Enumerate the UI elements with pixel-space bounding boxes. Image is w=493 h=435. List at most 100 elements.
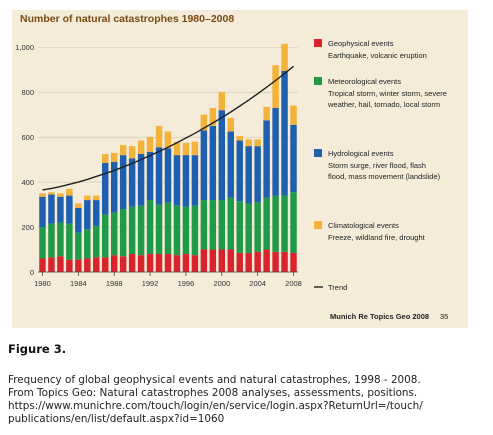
bar-segment — [272, 251, 279, 272]
bar-segment — [164, 148, 172, 203]
bar-segment — [66, 188, 73, 196]
bar-segment — [209, 107, 217, 126]
bar-segment — [200, 200, 208, 250]
bar-segment — [84, 195, 91, 201]
bar-segment — [84, 200, 91, 230]
trend-polyline — [42, 65, 294, 191]
caption-area: Figure 3. Frequency of global geophysica… — [8, 342, 486, 426]
bar-segment — [66, 195, 73, 224]
legend-swatch — [314, 221, 322, 229]
bar-segment — [263, 249, 270, 272]
y-tick-label: 1,000 — [15, 43, 34, 52]
y-tick-label: 400 — [21, 178, 34, 187]
y-axis-ticks: 0 200 400 600 800 1,000 — [15, 43, 34, 277]
bar-segment — [84, 229, 91, 259]
legend-swatch — [314, 77, 322, 85]
bar-segment — [119, 145, 127, 156]
bar-segment — [66, 259, 73, 272]
bar-segment — [272, 65, 279, 108]
trend-line — [42, 65, 294, 191]
bar-segment — [146, 200, 154, 255]
bar-segment — [164, 254, 172, 272]
bar-segment — [200, 114, 208, 131]
bar-segment — [119, 256, 127, 272]
bar-segment — [128, 206, 136, 255]
bar-segment — [75, 232, 82, 260]
bar-segment — [218, 110, 226, 201]
y-tick-label: 800 — [21, 88, 34, 97]
bar-segment — [66, 223, 73, 260]
bar-segment — [119, 155, 127, 210]
bar-segment — [245, 252, 252, 272]
bar-segment — [227, 131, 234, 198]
bar-segment — [263, 197, 270, 250]
bar-segment — [48, 192, 55, 195]
bar-segment — [245, 146, 252, 204]
chart-title: Number of natural catastrophes 1980–2008 — [20, 13, 234, 25]
legend: Geophysical events Earthquake, volcanic e… — [314, 39, 447, 292]
bar-segment — [110, 255, 118, 272]
bar-segment — [209, 125, 217, 201]
bar-segment — [84, 258, 91, 272]
bar-segment — [93, 225, 100, 258]
legend-series-description: Freeze, wildland fire, drought — [328, 233, 426, 242]
bars — [39, 43, 297, 272]
bar-segment — [102, 214, 109, 258]
bar-segment — [39, 258, 46, 272]
bar-segment — [236, 140, 243, 202]
bar-segment — [173, 255, 181, 272]
legend-trend-label: Trend — [328, 283, 347, 292]
bar-segment — [75, 203, 82, 208]
figure-label: Figure 3. — [8, 342, 67, 356]
bar-segment — [137, 255, 145, 272]
bar-segment — [102, 257, 109, 272]
bar-segment — [102, 154, 109, 163]
legend-series-description: weather, hail, tornado, local storm — [327, 100, 440, 109]
bar-segment — [227, 249, 234, 272]
bar-segment — [290, 192, 297, 253]
bar-segment — [191, 255, 199, 272]
bar-segment — [218, 92, 226, 111]
bar-segment — [281, 195, 288, 252]
bar-segment — [218, 200, 226, 250]
bar-segment — [182, 254, 190, 272]
bar-segment — [191, 205, 199, 256]
bar-segment — [93, 257, 100, 272]
bar-segment — [93, 195, 100, 201]
bar-segment — [173, 205, 181, 256]
bar-segment — [236, 252, 243, 272]
y-tick-label: 600 — [21, 133, 34, 142]
source-label: Munich Re Topics Geo 2008 — [330, 312, 429, 321]
bar-segment — [128, 146, 136, 159]
bar-segment — [263, 106, 270, 121]
bar-segment — [128, 254, 136, 272]
bar-segment — [119, 209, 127, 257]
bar-segment — [200, 130, 208, 201]
bar-segment — [146, 137, 154, 152]
bar-segment — [281, 70, 288, 196]
bar-segment — [209, 200, 217, 250]
bar-segment — [263, 120, 270, 198]
bar-segment — [254, 146, 261, 203]
bar-segment — [272, 107, 279, 196]
bar-segment — [39, 227, 46, 259]
x-tick-label: 2008 — [285, 279, 302, 288]
bar-segment — [57, 256, 64, 272]
bar-segment — [110, 212, 118, 256]
legend-series-description: flood, mass movement (landslide) — [328, 172, 441, 181]
bar-segment — [209, 249, 217, 272]
bar-segment — [281, 43, 288, 71]
bar-segment — [155, 147, 163, 205]
bar-segment — [191, 141, 199, 156]
chart: Number of natural catastrophes 1980–2008… — [12, 10, 468, 328]
bar-segment — [290, 252, 297, 272]
bar-segment — [146, 151, 154, 201]
bar-segment — [218, 249, 226, 272]
bar-segment — [57, 196, 64, 223]
x-tick-label: 1996 — [178, 279, 195, 288]
bar-segment — [254, 202, 261, 252]
bar-segment — [290, 124, 297, 193]
bar-segment — [57, 222, 64, 257]
bar-segment — [182, 142, 190, 156]
caption-line: From Topics Geo: Natural catastrophes 20… — [8, 387, 418, 399]
